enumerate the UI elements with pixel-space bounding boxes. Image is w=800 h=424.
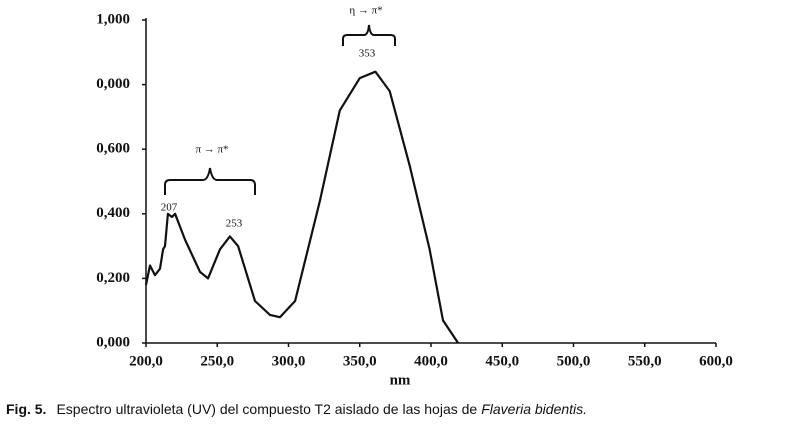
annotation: π → π* bbox=[195, 144, 228, 156]
bracket bbox=[342, 24, 396, 46]
y-tick-label: 0,000 bbox=[96, 76, 130, 92]
x-tick-label: 350,0 bbox=[343, 353, 377, 369]
x-axis-label: nm bbox=[390, 372, 411, 388]
y-tick-label: 0,600 bbox=[96, 141, 130, 157]
spectrum-line bbox=[144, 70, 460, 344]
x-tick-label: 550,0 bbox=[628, 353, 662, 369]
annotation: η → π* bbox=[349, 5, 382, 17]
x-tick-label: 500,0 bbox=[557, 353, 591, 369]
y-tick-label: 0,400 bbox=[96, 205, 130, 221]
caption-species: Flaveria bidentis. bbox=[481, 401, 587, 417]
x-tick-label: 250,0 bbox=[200, 353, 234, 369]
x-tick-label: 450,0 bbox=[485, 353, 519, 369]
x-tick-label: 400,0 bbox=[414, 353, 448, 369]
caption-text: Espectro ultravioleta (UV) del compuesto… bbox=[56, 401, 477, 417]
y-tick-label: 0,000 bbox=[96, 334, 130, 350]
caption: Fig. 5. Espectro ultravioleta (UV) del co… bbox=[6, 401, 587, 417]
caption-label: Fig. 5. bbox=[6, 401, 46, 417]
annotation: 207 bbox=[161, 202, 178, 214]
y-tick-label: 1,000 bbox=[96, 11, 130, 27]
annotation: 253 bbox=[226, 218, 243, 230]
y-tick-label: 0,200 bbox=[96, 270, 130, 286]
x-tick-label: 600,0 bbox=[699, 353, 733, 369]
x-tick-label: 300,0 bbox=[272, 353, 306, 369]
annotation: 353 bbox=[359, 48, 376, 60]
bracket bbox=[164, 167, 256, 195]
x-tick-label: 200,0 bbox=[129, 353, 163, 369]
